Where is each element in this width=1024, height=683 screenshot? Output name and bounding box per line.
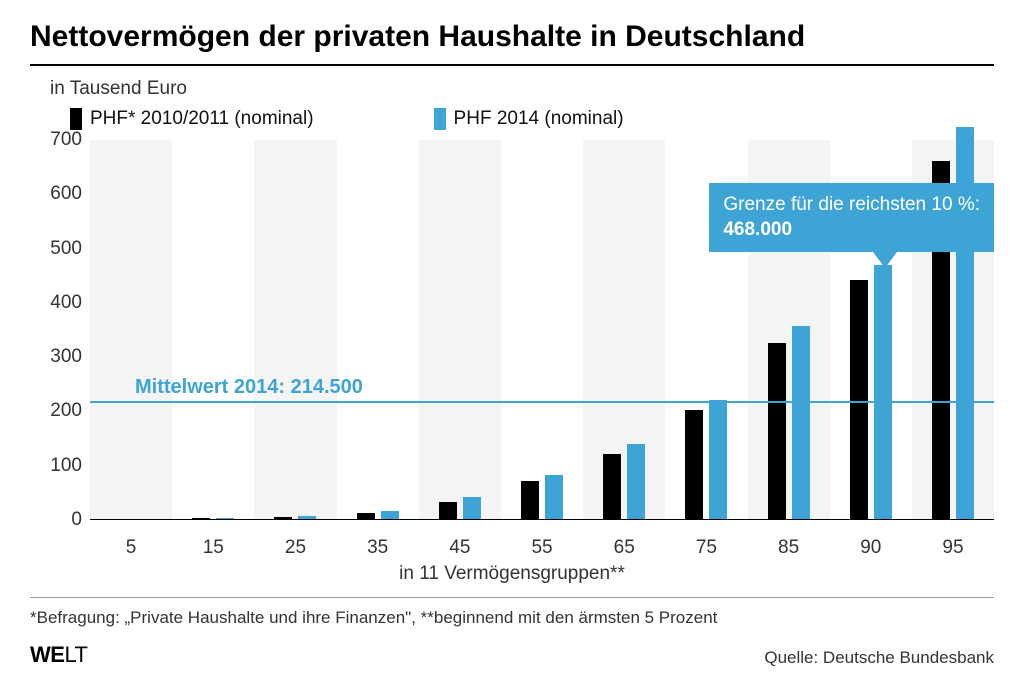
x-tick-label: 85 xyxy=(748,537,830,559)
x-tick-label: 90 xyxy=(830,537,912,559)
bar-series-b xyxy=(381,511,399,519)
bar-group xyxy=(583,140,665,519)
footnote-area: *Befragung: „Private Haushalte und ihre … xyxy=(30,597,994,668)
y-axis: 0100200300400500600700 xyxy=(30,140,90,520)
bar-group xyxy=(254,140,336,519)
legend-item-a: PHF* 2010/2011 (nominal) xyxy=(70,108,314,130)
legend-label-b: PHF 2014 (nominal) xyxy=(454,108,624,130)
legend-item-b: PHF 2014 (nominal) xyxy=(434,108,624,130)
chart-plot: Mittelwert 2014: 214.500 Grenze für die … xyxy=(90,140,994,520)
callout-box: Grenze für die reichsten 10 %: 468.000 xyxy=(709,183,994,252)
bar-series-b xyxy=(545,475,563,520)
bar-series-a xyxy=(768,343,786,519)
chart-subtitle: in Tausend Euro xyxy=(30,78,994,100)
y-tick-label: 700 xyxy=(50,129,82,151)
y-tick-label: 300 xyxy=(50,346,82,368)
callout-text: Grenze für die reichsten 10 %: xyxy=(723,193,980,218)
bar-group xyxy=(90,140,172,519)
bar-series-b xyxy=(298,516,316,519)
chart-legend: PHF* 2010/2011 (nominal) PHF 2014 (nomin… xyxy=(30,108,994,130)
chart-column xyxy=(90,140,172,519)
brand-logo: WELT xyxy=(30,642,88,668)
x-axis-title: in 11 Vermögensgruppen** xyxy=(30,563,994,585)
source-text: Quelle: Deutsche Bundesbank xyxy=(764,648,994,668)
y-tick-label: 200 xyxy=(50,400,82,422)
bar-series-a xyxy=(192,518,210,519)
x-tick-label: 65 xyxy=(583,537,665,559)
chart-column xyxy=(583,140,665,519)
chart-title: Nettovermögen der privaten Haushalte in … xyxy=(30,20,994,66)
x-tick-label: 95 xyxy=(912,537,994,559)
infographic-container: Nettovermögen der privaten Haushalte in … xyxy=(0,0,1024,683)
bar-series-b xyxy=(709,400,727,519)
footnote-text: *Befragung: „Private Haushalte und ihre … xyxy=(30,608,994,628)
x-tick-label: 15 xyxy=(172,537,254,559)
chart-column xyxy=(254,140,336,519)
bottom-row: WELT Quelle: Deutsche Bundesbank xyxy=(30,642,994,668)
mean-line-label: Mittelwert 2014: 214.500 xyxy=(135,376,363,399)
callout-pointer xyxy=(873,252,897,268)
chart-column xyxy=(172,140,254,519)
y-tick-label: 600 xyxy=(50,183,82,205)
legend-label-a: PHF* 2010/2011 (nominal) xyxy=(90,108,314,130)
legend-swatch-a xyxy=(70,108,82,130)
bar-series-a xyxy=(274,517,292,519)
y-tick-label: 400 xyxy=(50,292,82,314)
bar-series-a xyxy=(521,481,539,519)
bar-series-a xyxy=(603,454,621,519)
x-tick-label: 25 xyxy=(254,537,336,559)
x-tick-label: 5 xyxy=(90,537,172,559)
y-tick-label: 0 xyxy=(71,509,82,531)
x-tick-label: 45 xyxy=(419,537,501,559)
x-tick-label: 75 xyxy=(665,537,747,559)
bar-series-b xyxy=(627,444,645,519)
y-tick-label: 100 xyxy=(50,455,82,477)
bar-series-b xyxy=(874,265,892,519)
bar-group xyxy=(501,140,583,519)
chart-column xyxy=(337,140,419,519)
x-axis-labels: 515253545556575859095 xyxy=(30,537,994,559)
y-tick-label: 500 xyxy=(50,238,82,260)
bar-series-a xyxy=(685,410,703,519)
legend-swatch-b xyxy=(434,108,446,130)
callout-value: 468.000 xyxy=(723,218,980,243)
bar-group xyxy=(419,140,501,519)
bar-series-a xyxy=(439,502,457,519)
bar-group xyxy=(337,140,419,519)
bar-series-b xyxy=(792,326,810,519)
mean-line xyxy=(90,401,994,403)
x-tick-label: 55 xyxy=(501,537,583,559)
bar-group xyxy=(172,140,254,519)
chart-area: 0100200300400500600700 Mittelwert 2014: … xyxy=(30,140,994,529)
chart-column xyxy=(419,140,501,519)
bar-series-a xyxy=(357,513,375,520)
x-tick-label: 35 xyxy=(337,537,419,559)
bar-series-b xyxy=(216,518,234,519)
bar-series-b xyxy=(463,497,481,519)
chart-column xyxy=(501,140,583,519)
